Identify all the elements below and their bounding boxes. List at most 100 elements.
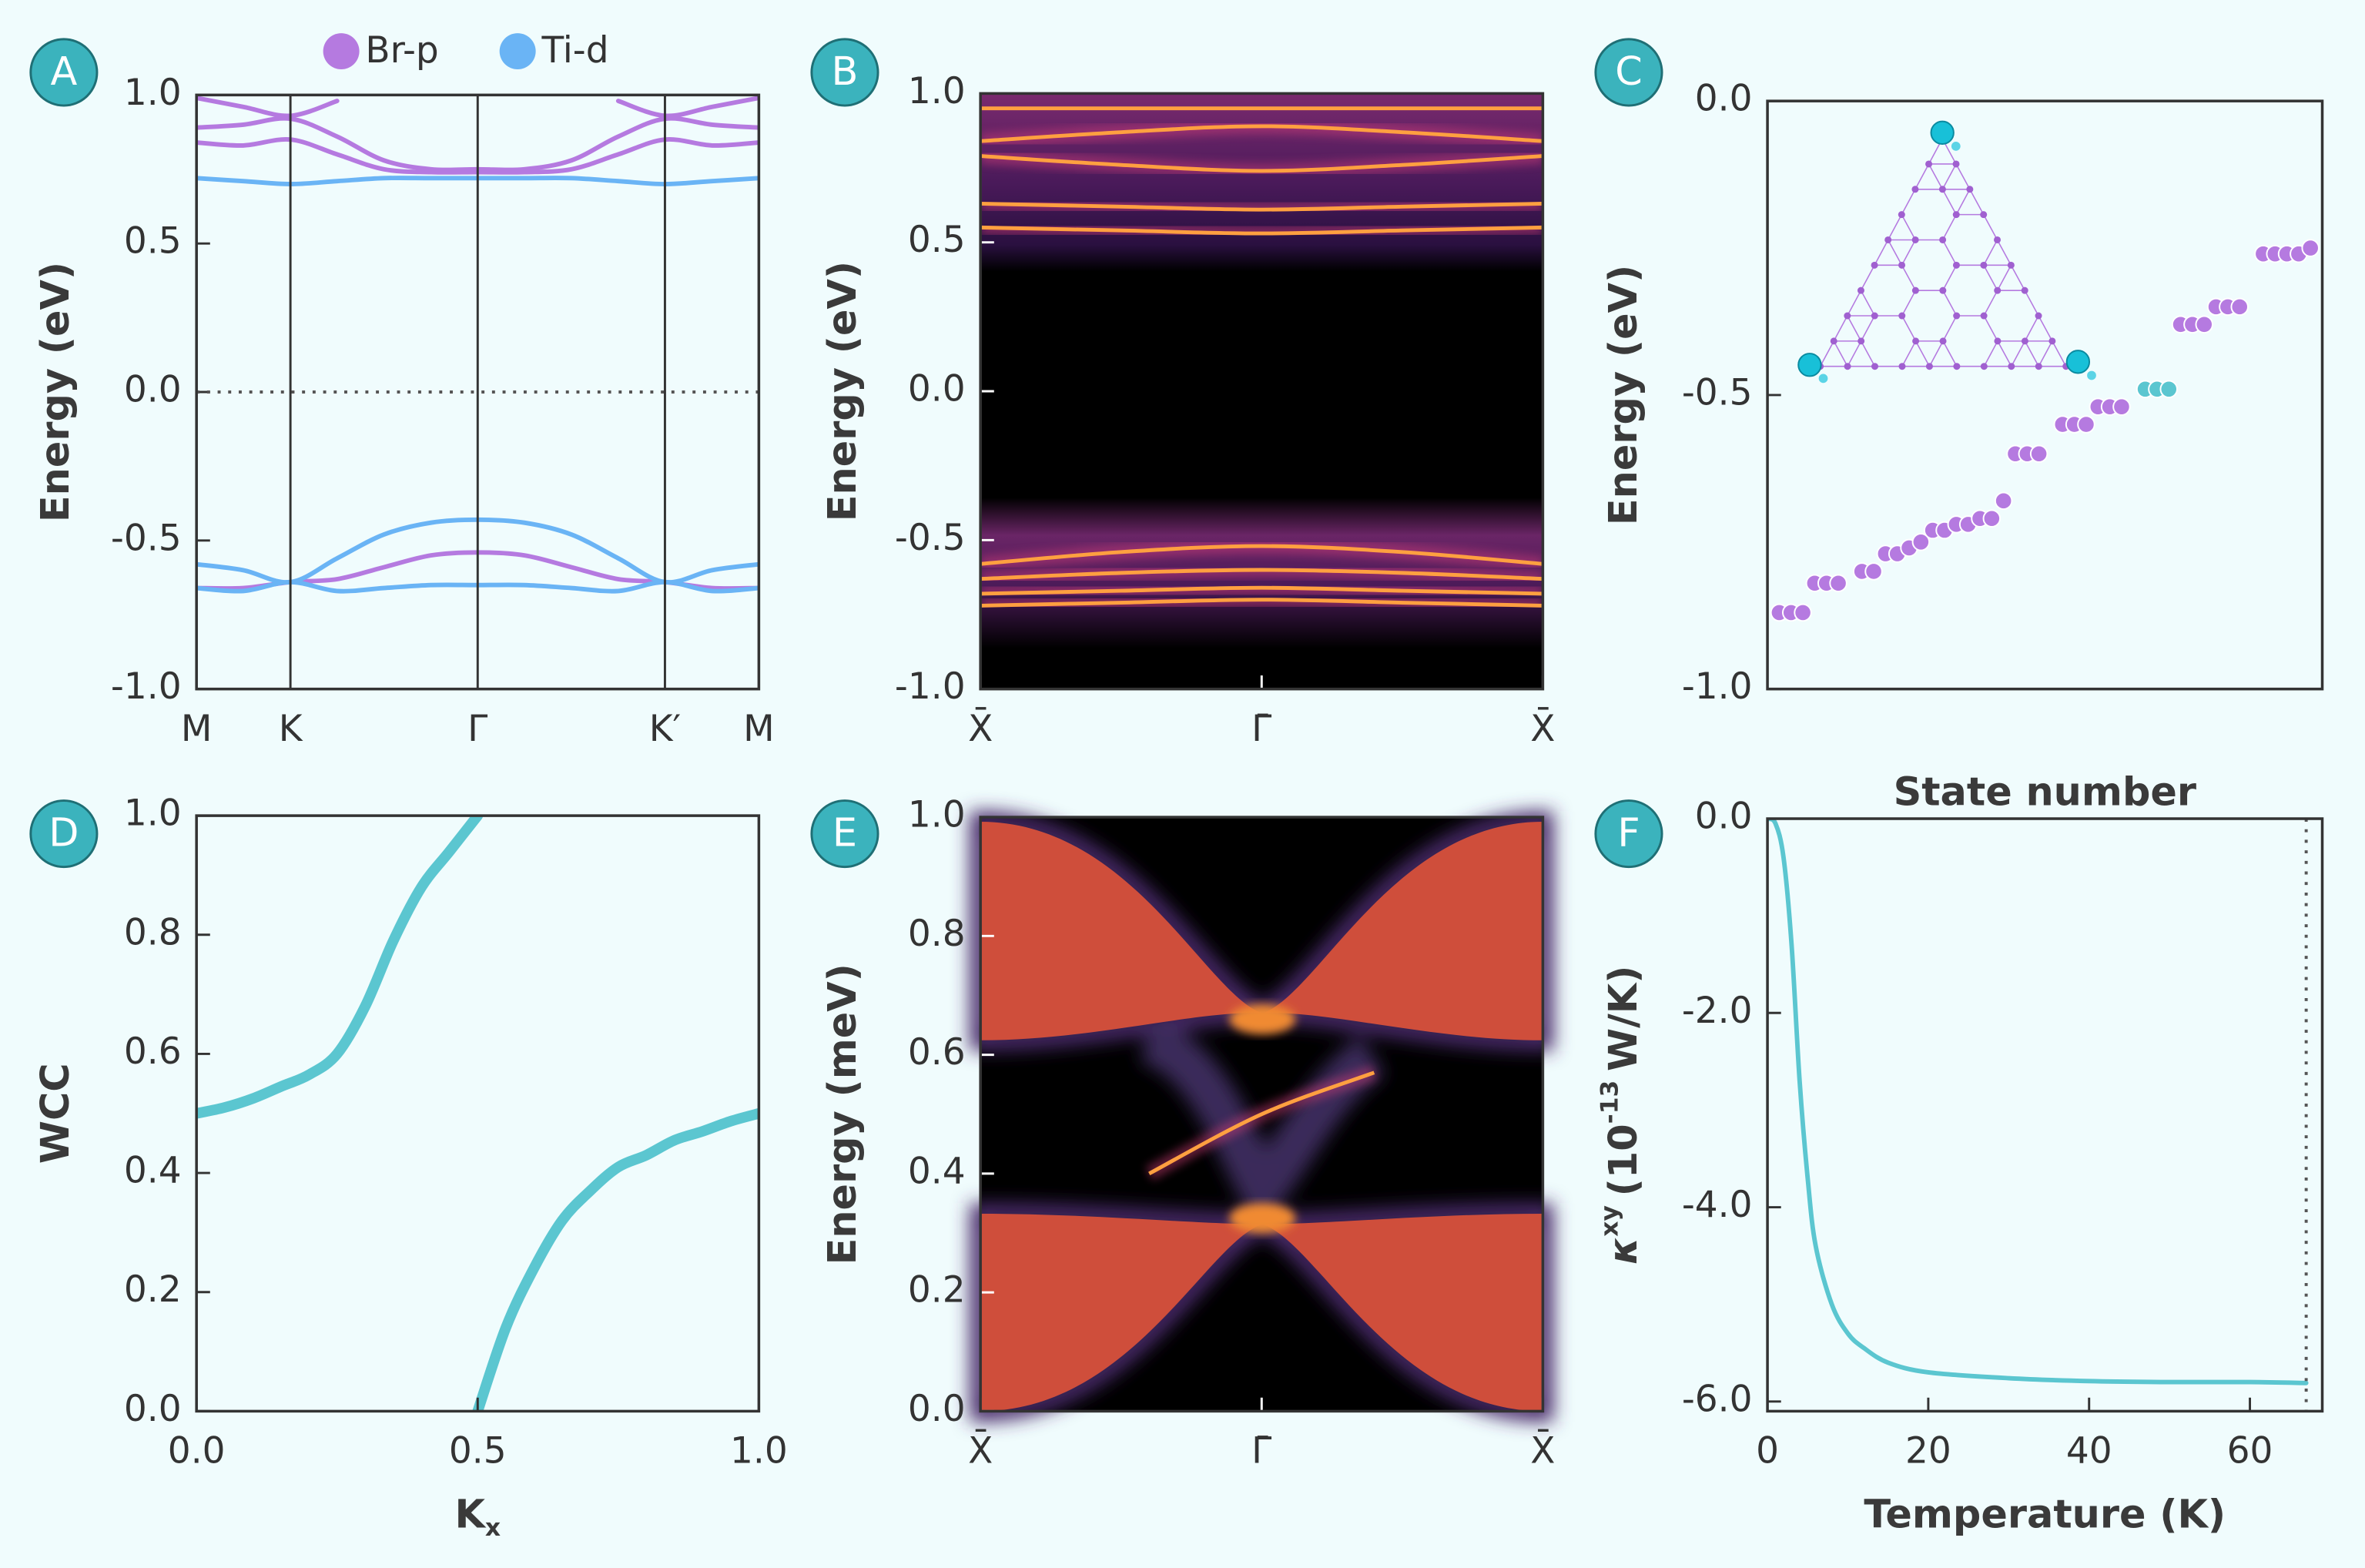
inset-bond (1901, 290, 1917, 317)
inset-atom (1871, 312, 1878, 320)
inset-bond (2024, 315, 2039, 342)
inset-bond (1982, 214, 1998, 240)
inset-bond (2038, 315, 2053, 342)
axis-label: Energy (meV) (820, 963, 866, 1265)
panel-badge (810, 38, 879, 107)
inset-bond (1860, 290, 1875, 317)
panel-badge (29, 799, 99, 869)
inset-atom (2007, 261, 2015, 269)
inset-bond (1914, 340, 1931, 367)
plot-area (1770, 239, 2320, 622)
axis-label-part: -13 (1596, 1081, 1623, 1124)
y-tick-label: -1.0 (1682, 665, 1753, 708)
legend-label: Br-p (365, 29, 438, 72)
x-tick-label: 0.0 (168, 1430, 226, 1473)
inset-bond (2038, 340, 2053, 367)
x-tick-label: 40 (2066, 1430, 2112, 1473)
inset-orbital (2087, 370, 2096, 380)
x-tick-label: Γ (467, 708, 487, 750)
inset-bond (1942, 290, 1958, 317)
inset-bond (1901, 189, 1916, 216)
inset-bond (2024, 290, 2039, 317)
inset-bond (1860, 315, 1875, 342)
plot-area (980, 100, 1543, 614)
x-tick-label: Γ̄ (1251, 1430, 1271, 1473)
inset-atom (1980, 261, 1988, 269)
inset-bond (1901, 340, 1917, 367)
inset-atom (1939, 337, 1947, 345)
axis-label-part: κ (1601, 1237, 1646, 1265)
y-tick-label: 0.0 (908, 368, 966, 410)
inset-atom (1980, 211, 1988, 219)
inset-atom (1966, 186, 1974, 193)
y-tick-label: -0.5 (1682, 371, 1753, 414)
axes-frame (979, 92, 1545, 691)
inset-atom (1952, 160, 1960, 168)
inset-atom (1939, 236, 1947, 243)
inset-atom (1939, 286, 1947, 294)
y-tick-label: 0.5 (124, 220, 182, 263)
inset-bond (1860, 340, 1876, 367)
point (1794, 603, 1812, 622)
y-tick-label: -6.0 (1682, 1378, 1753, 1420)
inset-atom (1898, 261, 1906, 269)
x-tick-label: 0.5 (449, 1430, 507, 1473)
inset-bond (1983, 315, 1998, 342)
inset-bond (1983, 340, 1998, 367)
inset-atom (1953, 363, 1961, 370)
inset-atom (1994, 286, 2002, 294)
x-tick-label: X̄ (968, 707, 993, 750)
inset-bond (2052, 340, 2067, 367)
inset-bond (1941, 189, 1957, 216)
y-tick-label: -1.0 (895, 665, 966, 708)
inset-bond (1928, 340, 1944, 367)
inset-atom (1898, 312, 1906, 320)
y-tick-label: 0.0 (1695, 78, 1753, 120)
y-tick-label: 0.2 (124, 1268, 182, 1311)
point (2112, 397, 2131, 416)
plot-area (1767, 819, 2309, 1385)
x-tick-label: 1.0 (730, 1430, 788, 1473)
inset-atom (2021, 286, 2028, 294)
y-tick-label: 0.4 (908, 1150, 966, 1192)
inset-bond (1888, 214, 1903, 240)
y-tick-label: 1.0 (908, 794, 966, 836)
panel-label: F (1617, 811, 1640, 856)
y-tick-label: 0.0 (908, 1388, 966, 1430)
legend-label: Ti-d (541, 29, 608, 72)
point (2230, 297, 2249, 317)
axis-label: Energy (eV) (33, 262, 79, 522)
panel-badge (1594, 799, 1663, 869)
inset-bond (1819, 340, 1834, 367)
inset-atom (1884, 236, 1892, 243)
inset-bond (1969, 189, 1985, 216)
inset-atom (1871, 363, 1879, 370)
y-tick-label: 0.4 (124, 1150, 182, 1192)
point (2159, 380, 2178, 399)
y-tick-label: 0.2 (908, 1269, 966, 1312)
axis-label-part: xy (1596, 1205, 1623, 1237)
panel-badge (1594, 38, 1663, 107)
inset-atom (1857, 337, 1865, 345)
y-tick-label: 0.0 (1695, 796, 1753, 838)
inset-atom (1911, 236, 1919, 243)
point (2195, 315, 2213, 334)
axes-frame (195, 93, 761, 691)
inset-bond (1942, 340, 1958, 367)
band-line (980, 544, 1543, 566)
axes-frame (195, 814, 761, 1413)
y-tick-label: 0.8 (124, 911, 182, 953)
bulk-band (980, 1213, 1543, 1412)
inset-bond (1860, 264, 1875, 291)
inset-bond (1942, 315, 1958, 342)
x-tick-label: X̄ (968, 1429, 993, 1473)
panel-badge (29, 38, 99, 107)
point (2301, 239, 2320, 257)
bulk-band (980, 821, 1543, 1040)
axis-label: Kx (454, 1492, 501, 1542)
axes-frame (1766, 817, 2324, 1413)
plot-area (1145, 1065, 1377, 1181)
y-tick-label: 1.0 (908, 70, 966, 112)
inset-bond (1941, 240, 1958, 266)
inset-bond (1928, 163, 1944, 190)
